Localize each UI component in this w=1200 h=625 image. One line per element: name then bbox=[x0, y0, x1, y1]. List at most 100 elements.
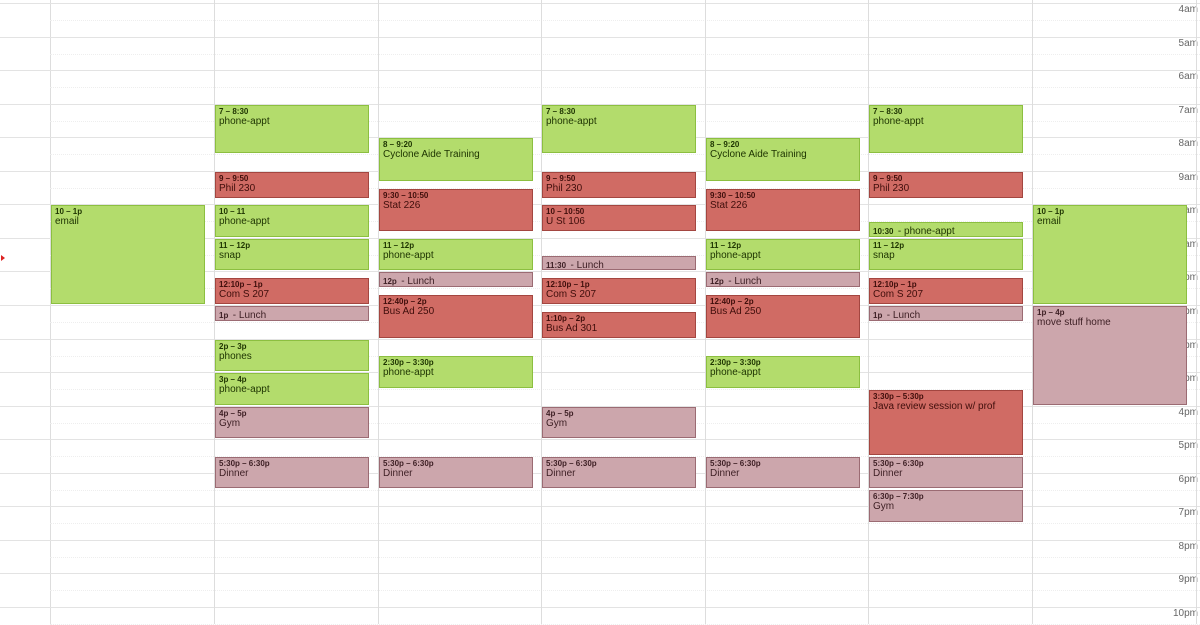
event-time: 5:30p – 6:30p bbox=[546, 459, 597, 468]
calendar-event[interactable]: 8 – 9:20 Cyclone Aide Training bbox=[706, 138, 860, 181]
event-time: 12:10p – 1p bbox=[873, 280, 917, 289]
event-time: 11 – 12p bbox=[710, 241, 742, 250]
calendar-event[interactable]: 10 – 11 phone-appt bbox=[215, 205, 369, 237]
calendar-event[interactable]: 4p – 5p Gym bbox=[215, 407, 369, 438]
calendar-event[interactable]: 10 – 10:50 U St 106 bbox=[542, 205, 696, 231]
hour-label: 8am bbox=[1178, 138, 1198, 149]
hour-gridline bbox=[50, 238, 1200, 239]
hour-label: 6pm bbox=[1178, 474, 1198, 485]
calendar-event[interactable]: 12p - Lunch bbox=[379, 272, 533, 287]
calendar-event[interactable]: 11 – 12p phone-appt bbox=[379, 239, 533, 270]
day-column-divider bbox=[541, 0, 542, 624]
event-title: Bus Ad 301 bbox=[546, 323, 598, 334]
event-time: 11 – 12p bbox=[219, 241, 251, 250]
calendar-event[interactable]: 6:30p – 7:30p Gym bbox=[869, 490, 1023, 522]
calendar-event[interactable]: 9:30 – 10:50 Stat 226 bbox=[706, 189, 860, 231]
calendar-event[interactable]: 1p – 4p move stuff home bbox=[1033, 306, 1187, 405]
half-hour-gridline bbox=[50, 356, 1200, 357]
calendar-event[interactable]: 9:30 – 10:50 Stat 226 bbox=[379, 189, 533, 231]
calendar-event[interactable]: 10 – 1p email bbox=[51, 205, 205, 304]
calendar-event[interactable]: 1:10p – 2p Bus Ad 301 bbox=[542, 312, 696, 338]
calendar-event[interactable]: 2:30p – 3:30p phone-appt bbox=[706, 356, 860, 388]
hour-gridline bbox=[50, 204, 1200, 205]
gutter-gridline bbox=[0, 339, 50, 340]
calendar-event[interactable]: 9 – 9:50 Phil 230 bbox=[869, 172, 1023, 198]
calendar-event[interactable]: 10 – 1p email bbox=[1033, 205, 1187, 304]
calendar-event[interactable]: 12:10p – 1p Com S 207 bbox=[869, 278, 1023, 304]
gutter-gridline bbox=[0, 238, 50, 239]
calendar-event[interactable]: 9 – 9:50 Phil 230 bbox=[542, 172, 696, 198]
half-hour-gridline bbox=[50, 255, 1200, 256]
event-title: snap bbox=[873, 250, 895, 261]
day-column-divider bbox=[378, 0, 379, 624]
calendar-event[interactable]: 10:30 - phone-appt bbox=[869, 222, 1023, 237]
hour-gridline bbox=[50, 573, 1200, 574]
calendar-event[interactable]: 7 – 8:30 phone-appt bbox=[869, 105, 1023, 153]
event-title: Gym bbox=[219, 418, 241, 429]
calendar-event[interactable]: 11 – 12p snap bbox=[215, 239, 369, 270]
gutter-gridline bbox=[0, 137, 50, 138]
event-time: 1p – 4p bbox=[1037, 308, 1065, 317]
calendar-event[interactable]: 2:30p – 3:30p phone-appt bbox=[379, 356, 533, 388]
hour-gridline bbox=[50, 70, 1200, 71]
day-column-divider bbox=[705, 0, 706, 624]
calendar-event[interactable]: 5:30p – 6:30p Dinner bbox=[706, 457, 860, 488]
calendar-event[interactable]: 5:30p – 6:30p Dinner bbox=[215, 457, 369, 488]
event-title: Gym bbox=[873, 501, 895, 512]
event-title: Phil 230 bbox=[546, 183, 583, 194]
event-title: - Lunch bbox=[570, 260, 604, 270]
calendar-event[interactable]: 9 – 9:50 Phil 230 bbox=[215, 172, 369, 198]
event-title: Phil 230 bbox=[219, 183, 256, 194]
hour-label: 3pm bbox=[1178, 373, 1198, 384]
event-title: move stuff home bbox=[1037, 317, 1111, 328]
calendar-event[interactable]: 12:10p – 1p Com S 207 bbox=[215, 278, 369, 304]
calendar-event[interactable]: 12:40p – 2p Bus Ad 250 bbox=[706, 295, 860, 338]
gutter-gridline bbox=[0, 372, 50, 373]
event-time: 11 – 12p bbox=[383, 241, 415, 250]
event-time: 12:40p – 2p bbox=[710, 297, 754, 306]
calendar-event[interactable]: 8 – 9:20 Cyclone Aide Training bbox=[379, 138, 533, 181]
calendar-event[interactable]: 3:30p – 5:30p Java review session w/ prof bbox=[869, 390, 1023, 455]
hour-label: 9pm bbox=[1178, 574, 1198, 585]
event-time: 5:30p – 6:30p bbox=[383, 459, 434, 468]
event-title: - phone-appt bbox=[897, 226, 955, 237]
calendar-event[interactable]: 12:10p – 1p Com S 207 bbox=[542, 278, 696, 304]
calendar-event[interactable]: 12:40p – 2p Bus Ad 250 bbox=[379, 295, 533, 338]
calendar-event[interactable]: 11:30 - Lunch bbox=[542, 256, 696, 270]
hour-gridline bbox=[50, 271, 1200, 272]
event-time: 7 – 8:30 bbox=[219, 107, 249, 116]
half-hour-gridline bbox=[50, 87, 1200, 88]
gutter-gridline bbox=[0, 439, 50, 440]
calendar-event[interactable]: 2p – 3p phones bbox=[215, 340, 369, 371]
calendar-event[interactable]: 7 – 8:30 phone-appt bbox=[215, 105, 369, 153]
hour-label: 7pm bbox=[1178, 507, 1198, 518]
event-time: 3:30p – 5:30p bbox=[873, 392, 924, 401]
event-title: phone-appt bbox=[383, 250, 434, 261]
calendar-event[interactable]: 5:30p – 6:30p Dinner bbox=[542, 457, 696, 488]
event-title: phone-appt bbox=[873, 116, 924, 127]
event-time: 12:10p – 1p bbox=[219, 280, 263, 289]
calendar-event[interactable]: 5:30p – 6:30p Dinner bbox=[379, 457, 533, 488]
gutter-gridline bbox=[0, 506, 50, 507]
calendar-event[interactable]: 1p - Lunch bbox=[869, 306, 1023, 321]
calendar-event[interactable]: 7 – 8:30 phone-appt bbox=[542, 105, 696, 153]
calendar-event[interactable]: 11 – 12p phone-appt bbox=[706, 239, 860, 270]
event-time: 5:30p – 6:30p bbox=[873, 459, 924, 468]
calendar-event[interactable]: 4p – 5p Gym bbox=[542, 407, 696, 438]
event-title: - Lunch bbox=[232, 310, 267, 321]
calendar-event[interactable]: 3p – 4p phone-appt bbox=[215, 373, 369, 405]
calendar-event[interactable]: 11 – 12p snap bbox=[869, 239, 1023, 270]
event-title: Cyclone Aide Training bbox=[383, 149, 480, 160]
hour-gridline bbox=[50, 406, 1200, 407]
calendar-event[interactable]: 12p - Lunch bbox=[706, 272, 860, 287]
event-time: 4p – 5p bbox=[219, 409, 247, 418]
calendar-event[interactable]: 5:30p – 6:30p Dinner bbox=[869, 457, 1023, 488]
day-column-divider bbox=[868, 0, 869, 624]
event-time: 2:30p – 3:30p bbox=[383, 358, 434, 367]
day-column-divider bbox=[1196, 0, 1197, 624]
hour-gridline bbox=[50, 540, 1200, 541]
calendar-event[interactable]: 1p - Lunch bbox=[215, 306, 369, 321]
gutter-gridline bbox=[0, 171, 50, 172]
hour-label: 5pm bbox=[1178, 440, 1198, 451]
